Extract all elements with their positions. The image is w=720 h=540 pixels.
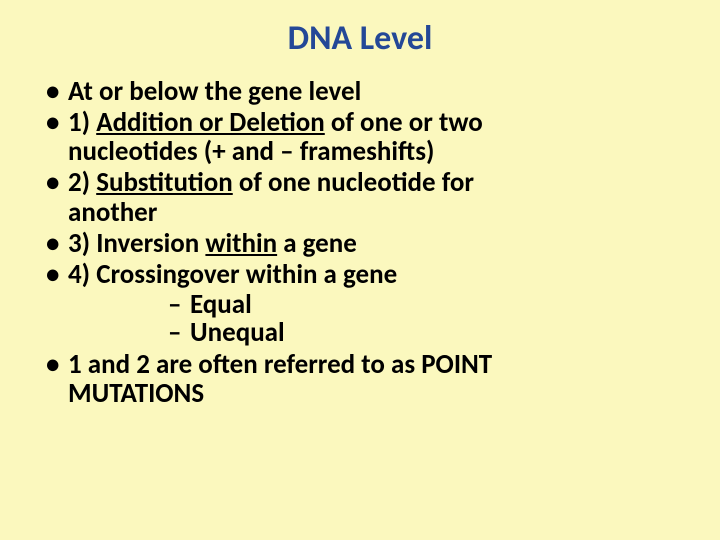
bullet-item-1: 1) Addition or Deletion of one or two nu… xyxy=(40,108,680,166)
bullet-text-line1: 1 and 2 are often referred to as POINT xyxy=(68,348,492,381)
bullet-tail: of one or two xyxy=(325,106,483,139)
sub-bullet-text: Unequal xyxy=(190,316,285,349)
bullet-item-5: 1 and 2 are often referred to as POINT M… xyxy=(40,350,680,408)
bullet-underlined: within xyxy=(205,227,277,260)
bullet-lead: 2) xyxy=(68,166,96,199)
bullet-tail-line2: nucleotides (+ and – frameshifts) xyxy=(68,135,434,168)
bullet-item-4: 4) Crossingover within a gene Equal Uneq… xyxy=(40,260,680,348)
bullet-tail: a gene xyxy=(277,227,357,260)
bullet-item-2: 2) Substitution of one nucleotide for an… xyxy=(40,168,680,226)
sub-bullet-list: Equal Unequal xyxy=(164,291,680,348)
bullet-text: At or below the gene level xyxy=(68,75,361,108)
bullet-text-line2: MUTATIONS xyxy=(68,377,204,410)
bullet-lead: 3) Inversion xyxy=(68,227,205,260)
sub-bullet-item-1: Unequal xyxy=(164,319,680,347)
bullet-item-3: 3) Inversion within a gene xyxy=(40,229,680,258)
slide-title: DNA Level xyxy=(40,18,680,59)
bullet-underlined: Substitution xyxy=(96,166,233,199)
bullet-tail: of one nucleotide for xyxy=(233,166,474,199)
bullet-lead: 1) xyxy=(68,106,96,139)
bullet-tail-line2: another xyxy=(68,196,157,229)
bullet-text: 4) Crossingover within a gene xyxy=(68,258,397,291)
bullet-item-0: At or below the gene level xyxy=(40,77,680,106)
sub-bullet-item-0: Equal xyxy=(164,291,680,319)
bullet-underlined: Addition or Deletion xyxy=(96,106,325,139)
bullet-list: At or below the gene level 1) Addition o… xyxy=(40,77,680,408)
